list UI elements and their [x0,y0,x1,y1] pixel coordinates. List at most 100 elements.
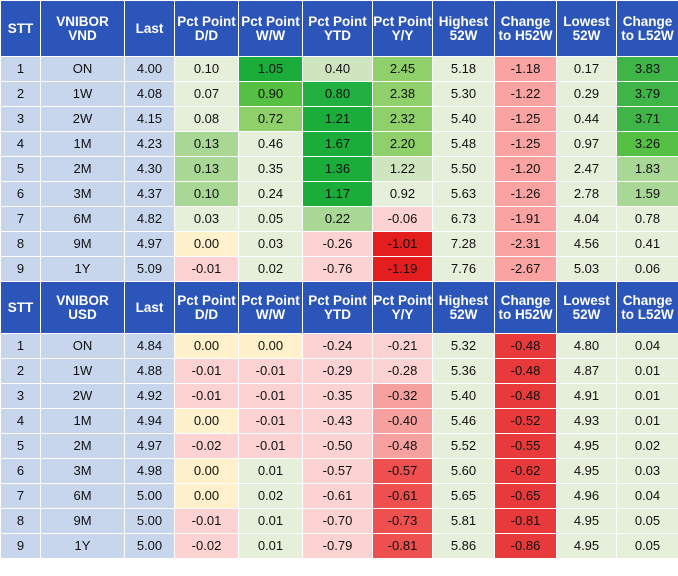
pct-ww-cell: 0.02 [238,483,303,509]
col-header-vnibor-vnd: VNIBOR VND [40,0,125,57]
pct-dd-cell: 0.07 [174,81,239,107]
pct-yy-cell: -0.28 [372,358,433,384]
pct-ww-cell: 0.24 [238,181,303,207]
pct-dd-cell: -0.01 [174,508,239,534]
last-rate-cell: 4.94 [124,408,175,434]
pct-yy-cell: -0.81 [372,533,433,559]
last-rate-cell: 4.82 [124,206,175,232]
highest-52w-cell: 5.48 [432,131,495,157]
pct-dd-cell: -0.02 [174,533,239,559]
pct-ytd-cell: 0.40 [302,56,373,82]
highest-52w-cell: 7.28 [432,231,495,257]
lowest-52w-cell: 4.95 [556,433,617,459]
pct-ww-cell: -0.01 [238,433,303,459]
highest-52w-cell: 5.63 [432,181,495,207]
col-header-pct-dd: Pct Point D/D [174,0,239,57]
tenor-cell: 1W [40,81,125,107]
tenor-cell: ON [40,333,125,359]
pct-dd-cell: 0.00 [174,458,239,484]
change-h52w-cell: -0.65 [494,483,557,509]
lowest-52w-cell: 0.44 [556,106,617,132]
change-h52w-cell: -0.55 [494,433,557,459]
pct-yy-cell: -0.73 [372,508,433,534]
last-rate-cell: 5.00 [124,508,175,534]
vnd-header-row: STT VNIBOR VND Last Pct Point D/D Pct Po… [0,0,678,57]
tenor-cell: 2M [40,433,125,459]
pct-ww-cell: 0.46 [238,131,303,157]
col-header-change-h52w: Change to H52W [494,0,557,57]
col-header-pct-dd: Pct Point D/D [174,281,239,334]
last-rate-cell: 4.97 [124,231,175,257]
table-row: 3 2W 4.15 0.08 0.72 1.21 2.32 5.40 -1.25 0.44 3.71 [0,106,678,132]
pct-ytd-cell: 0.80 [302,81,373,107]
col-header-pct-ytd: Pct Point YTD [302,0,373,57]
lowest-52w-cell: 4.87 [556,358,617,384]
table-row: 4 1M 4.23 0.13 0.46 1.67 2.20 5.48 -1.25 0.97 3.26 [0,131,678,157]
tenor-cell: 1W [40,358,125,384]
pct-yy-cell: 2.32 [372,106,433,132]
pct-dd-cell: 0.00 [174,333,239,359]
last-rate-cell: 4.23 [124,131,175,157]
highest-52w-cell: 5.40 [432,383,495,409]
change-l52w-cell: 0.01 [616,383,678,409]
pct-dd-cell: -0.01 [174,383,239,409]
change-l52w-cell: 0.04 [616,333,678,359]
row-index: 1 [0,56,41,82]
change-h52w-cell: -0.86 [494,533,557,559]
row-index: 2 [0,358,41,384]
tenor-cell: 3M [40,458,125,484]
pct-dd-cell: 0.13 [174,131,239,157]
change-l52w-cell: 3.83 [616,56,678,82]
vnd-section: STT VNIBOR VND Last Pct Point D/D Pct Po… [0,0,678,57]
highest-52w-cell: 5.65 [432,483,495,509]
highest-52w-cell: 5.30 [432,81,495,107]
pct-yy-cell: 0.92 [372,181,433,207]
lowest-52w-cell: 0.17 [556,56,617,82]
table-row: 6 3M 4.37 0.10 0.24 1.17 0.92 5.63 -1.26 2.78 1.59 [0,181,678,207]
col-header-pct-ytd: Pct Point YTD [302,281,373,334]
pct-ytd-cell: 1.21 [302,106,373,132]
pct-yy-cell: -0.57 [372,458,433,484]
change-l52w-cell: 0.05 [616,533,678,559]
change-l52w-cell: 1.83 [616,156,678,182]
change-l52w-cell: 3.79 [616,81,678,107]
last-rate-cell: 4.88 [124,358,175,384]
lowest-52w-cell: 4.95 [556,458,617,484]
lowest-52w-cell: 0.97 [556,131,617,157]
change-h52w-cell: -1.25 [494,106,557,132]
pct-dd-cell: 0.08 [174,106,239,132]
last-rate-cell: 4.84 [124,333,175,359]
col-header-pct-ww: Pct Point W/W [238,281,303,334]
last-rate-cell: 4.97 [124,433,175,459]
pct-yy-cell: 2.38 [372,81,433,107]
change-l52w-cell: 0.03 [616,458,678,484]
col-header-highest-52w: Highest 52W [432,0,495,57]
col-header-lowest-52w: Lowest 52W [556,281,617,334]
lowest-52w-cell: 4.96 [556,483,617,509]
row-index: 1 [0,333,41,359]
last-rate-cell: 5.00 [124,483,175,509]
table-row: 7 6M 4.82 0.03 0.05 0.22 -0.06 6.73 -1.91 4.04 0.7… [0,206,678,232]
table-row: 5 2M 4.30 0.13 0.35 1.36 1.22 5.50 -1.20 2.47 1.83 [0,156,678,182]
change-l52w-cell: 0.01 [616,358,678,384]
change-h52w-cell: -0.48 [494,383,557,409]
table-row: 9 1Y 5.00 -0.02 0.01 -0.79 -0.81 5.86 -0.86 4.95 0… [0,533,678,559]
change-h52w-cell: -0.62 [494,458,557,484]
row-index: 9 [0,533,41,559]
highest-52w-cell: 5.18 [432,56,495,82]
lowest-52w-cell: 4.91 [556,383,617,409]
pct-ww-cell: 0.01 [238,458,303,484]
last-rate-cell: 4.08 [124,81,175,107]
col-header-stt: STT [0,281,41,334]
change-l52w-cell: 3.26 [616,131,678,157]
highest-52w-cell: 5.50 [432,156,495,182]
pct-yy-cell: -0.21 [372,333,433,359]
row-index: 4 [0,131,41,157]
col-header-stt: STT [0,0,41,57]
table-row: 1 ON 4.00 0.10 1.05 0.40 2.45 5.18 -1.18 0.17 3.83 [0,56,678,82]
pct-ww-cell: 0.00 [238,333,303,359]
last-rate-cell: 4.15 [124,106,175,132]
pct-dd-cell: 0.00 [174,408,239,434]
pct-ytd-cell: -0.61 [302,483,373,509]
lowest-52w-cell: 2.78 [556,181,617,207]
